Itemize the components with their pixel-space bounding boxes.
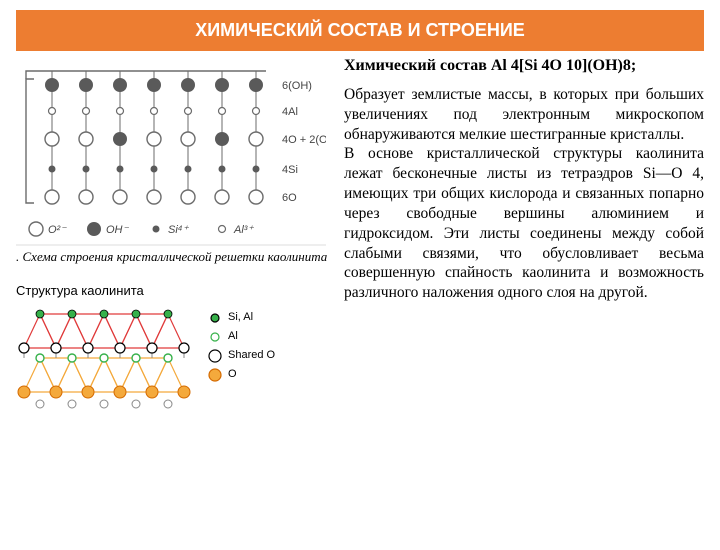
scheme-caption: . Схема строения кристаллической решетки…	[16, 249, 336, 265]
formula-value: Al 4[Si 4O 10](OH)8;	[491, 57, 636, 74]
svg-text:4O + 2(OH): 4O + 2(OH)	[282, 134, 326, 146]
structure-wrap: Si, Al Al Shared O O	[16, 304, 336, 424]
legend-label: Si, Al	[228, 311, 253, 323]
title-text: ХИМИЧЕСКИЙ СОСТАВ И СТРОЕНИЕ	[195, 20, 525, 40]
formula-label: Химический состав	[344, 57, 487, 74]
legend-label: O	[228, 368, 237, 380]
lattice-scheme-diagram: 6(OH) 4Al 4O + 2(OH) 4Si 6O O²⁻ OH⁻ Si⁴⁺ Al³⁺	[16, 61, 326, 247]
legend-swatch	[208, 330, 220, 342]
legend-swatch	[208, 311, 220, 323]
structure-title: Структура каолинита	[16, 283, 336, 298]
legend-swatch	[208, 368, 220, 380]
right-column: Химический состав Al 4[Si 4O 10](OH)8; О…	[336, 57, 704, 424]
legend-row: Al	[208, 330, 275, 342]
lattice-scheme-svg: 6(OH) 4Al 4O + 2(OH) 4Si 6O O²⁻ OH⁻ Si⁴⁺ Al³⁺	[16, 61, 326, 247]
content-area: 6(OH) 4Al 4O + 2(OH) 4Si 6O O²⁻ OH⁻ Si⁴⁺ Al³⁺ . …	[0, 51, 720, 424]
legend-row: O	[208, 368, 275, 380]
svg-text:4Si: 4Si	[282, 164, 298, 176]
svg-text:OH⁻: OH⁻	[106, 224, 130, 236]
svg-text:4Al: 4Al	[282, 106, 298, 118]
formula-line: Химический состав Al 4[Si 4O 10](OH)8;	[344, 57, 704, 75]
left-column: 6(OH) 4Al 4O + 2(OH) 4Si 6O O²⁻ OH⁻ Si⁴⁺ Al³⁺ . …	[16, 57, 336, 424]
svg-text:Al³⁺: Al³⁺	[233, 224, 254, 236]
structure-legend: Si, Al Al Shared O O	[208, 304, 275, 424]
legend-label: Al	[228, 330, 238, 342]
legend-swatch	[208, 349, 220, 361]
legend-row: Si, Al	[208, 311, 275, 323]
svg-text:6(OH): 6(OH)	[282, 80, 312, 92]
structure-diagram	[16, 304, 196, 424]
svg-text:Si⁴⁺: Si⁴⁺	[168, 224, 190, 236]
structure-svg	[16, 304, 196, 424]
legend-label: Shared O	[228, 349, 275, 361]
body-paragraph: Образует землистые массы, в которых при …	[344, 85, 704, 303]
svg-text:6O: 6O	[282, 192, 297, 204]
title-bar: ХИМИЧЕСКИЙ СОСТАВ И СТРОЕНИЕ	[16, 10, 704, 51]
legend-row: Shared O	[208, 349, 275, 361]
svg-text:O²⁻: O²⁻	[48, 224, 67, 236]
